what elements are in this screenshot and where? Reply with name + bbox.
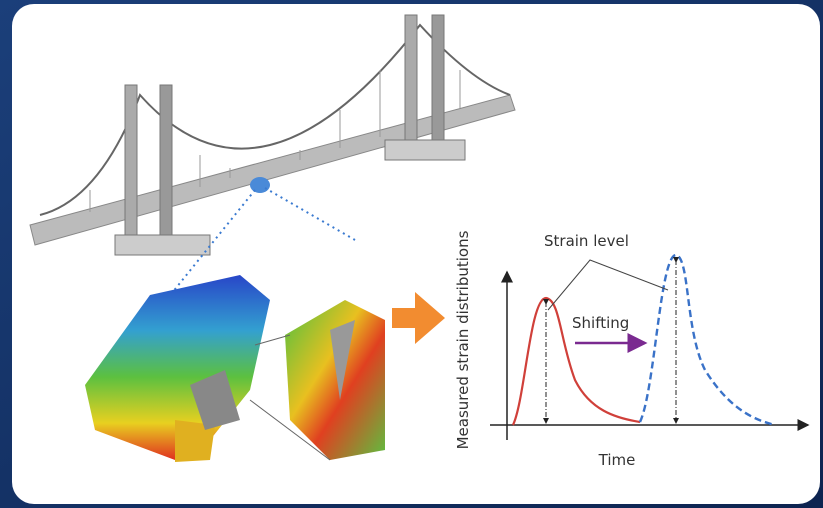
- focus-spot: [250, 177, 270, 193]
- page: {"diagram": {"annotations": {"strain_lev…: [0, 0, 823, 508]
- annotation: Shifting: [572, 314, 629, 332]
- y-axis-label: Measured strain distributions: [454, 230, 472, 449]
- annotation: Strain level: [544, 232, 629, 250]
- diagram: Strain level Shifting Time Measured stra…: [0, 0, 823, 508]
- x-axis-label: Time: [598, 451, 636, 469]
